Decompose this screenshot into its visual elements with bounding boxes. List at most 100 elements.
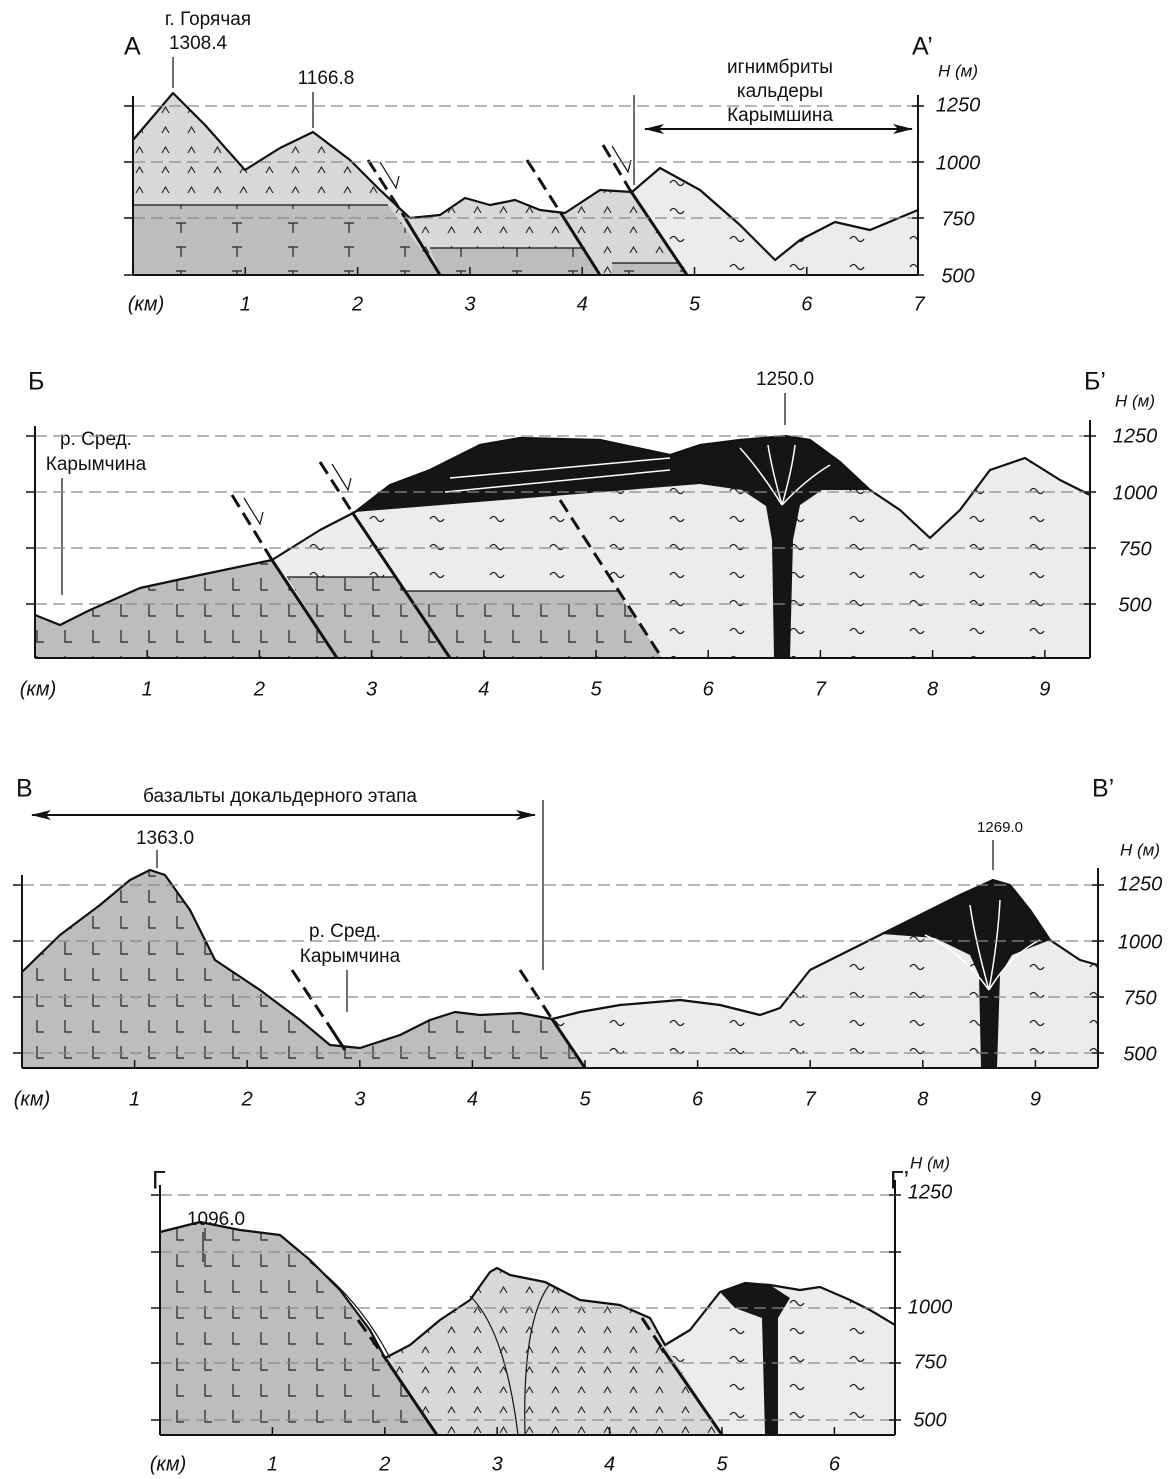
elevation-label: 750 (1118, 538, 1151, 560)
distance-label: 6 (692, 1088, 704, 1110)
distance-label: 4 (577, 293, 588, 315)
distance-label: 2 (351, 293, 363, 315)
distance-label: 2 (241, 1088, 253, 1110)
distance-label: 4 (478, 678, 489, 700)
distance-label: 1 (267, 1453, 278, 1475)
axis-title: H (м) (910, 1153, 950, 1172)
river: р. Сред. (309, 921, 381, 942)
fault (230, 494, 274, 561)
distance-label: 6 (801, 293, 813, 315)
fault (560, 214, 602, 276)
flow-line (924, 899, 1041, 991)
distance-label: 6 (703, 678, 715, 700)
elevation-label: 1000 (1113, 482, 1158, 504)
note: кальдеры (737, 81, 823, 102)
axis-title: H (м) (1115, 391, 1155, 410)
elevation-label: 500 (941, 265, 974, 287)
note: базальты докальдерного этапа (143, 786, 417, 807)
distance-label: 3 (464, 293, 475, 315)
distance-label: 1 (129, 1088, 140, 1110)
river: Карымчина (46, 454, 147, 475)
fault (330, 1029, 347, 1051)
section-label: Г’ (890, 1167, 909, 1195)
ignimbrite (632, 168, 918, 275)
elevation-label: 500 (913, 1409, 946, 1431)
fault (518, 969, 554, 1020)
block-lower (430, 248, 600, 275)
fault (270, 559, 339, 659)
axis-title: H (м) (938, 61, 978, 80)
motion-arrow (379, 145, 632, 190)
distance-label: 7 (815, 678, 827, 700)
block (385, 1268, 722, 1435)
fault (290, 969, 334, 1031)
distance-label: 7 (914, 293, 926, 315)
elevation-label: 750 (941, 208, 974, 230)
distance-label: 3 (492, 1453, 503, 1475)
section-label: Г (152, 1167, 166, 1195)
elevation-label: 1250 (936, 94, 981, 116)
block-lower (287, 577, 450, 658)
fault (383, 1357, 439, 1436)
topography (34, 434, 1091, 627)
section-c: В В’ базальты докальдерного этапа 1363.0… (16, 775, 1114, 1069)
fault (601, 144, 632, 191)
note: игнимбриты (727, 57, 833, 78)
distance-label: 1 (240, 293, 251, 315)
distance-unit: (км) (20, 678, 56, 700)
distance-label: 1 (142, 678, 153, 700)
distance-label: 3 (354, 1088, 365, 1110)
fault (640, 1317, 664, 1349)
block-lower (612, 263, 687, 275)
fault (550, 1018, 587, 1069)
contact (287, 576, 617, 592)
distance-unit: (км) (14, 1088, 50, 1110)
distance-label: 2 (378, 1453, 390, 1475)
peak-height: 1166.8 (298, 68, 355, 89)
distance-label: 5 (579, 1088, 591, 1110)
distance-label: 9 (1030, 1088, 1041, 1110)
distance-label: 6 (829, 1453, 841, 1475)
fault (366, 159, 404, 214)
distance-unit: (км) (150, 1453, 186, 1475)
elevation-label: 500 (1118, 594, 1151, 616)
block-lower (405, 591, 662, 658)
elevation-label: 1250 (908, 1181, 953, 1203)
lava-cap (720, 1283, 790, 1435)
distance-label: 5 (689, 293, 701, 315)
fault (318, 461, 354, 513)
distance-label: 5 (716, 1453, 728, 1475)
peak-height: 1250.0 (756, 369, 814, 390)
note: Карымшина (727, 105, 833, 126)
lava-cap (882, 880, 1050, 1068)
peak-height: 1308.4 (169, 33, 228, 54)
elevation-label: 750 (913, 1351, 946, 1373)
fault (628, 189, 689, 276)
block (35, 560, 337, 658)
peak-height: 1269.0 (977, 819, 1023, 836)
section-label: Б’ (1084, 368, 1106, 396)
section-d: Г Г’ 1096.0 (152, 1167, 909, 1436)
fault (558, 499, 664, 659)
basalt (22, 870, 585, 1068)
distance-label: 7 (805, 1088, 817, 1110)
fault (525, 159, 564, 216)
distance-label: 3 (366, 678, 377, 700)
peak-height: 1363.0 (136, 828, 194, 849)
contact (133, 204, 679, 264)
section-a: А А’ г. Горячая 1308.4 1166.8 игнимбриты… (124, 9, 933, 276)
river: р. Сред. (60, 429, 132, 450)
topography (159, 1220, 896, 1360)
elevation-label: 1000 (936, 152, 981, 174)
elevation-label: 500 (1123, 1043, 1156, 1065)
elevation-label: 1250 (1118, 873, 1163, 895)
elevation-label: 1000 (908, 1296, 953, 1318)
fault (400, 212, 442, 276)
distance-unit: (км) (128, 293, 164, 315)
fault (356, 1319, 387, 1359)
block (565, 190, 687, 275)
section-label: А (124, 33, 141, 61)
peak-name: г. Горячая (165, 9, 251, 30)
distance-label: 2 (253, 678, 265, 700)
basalt (160, 1222, 437, 1435)
